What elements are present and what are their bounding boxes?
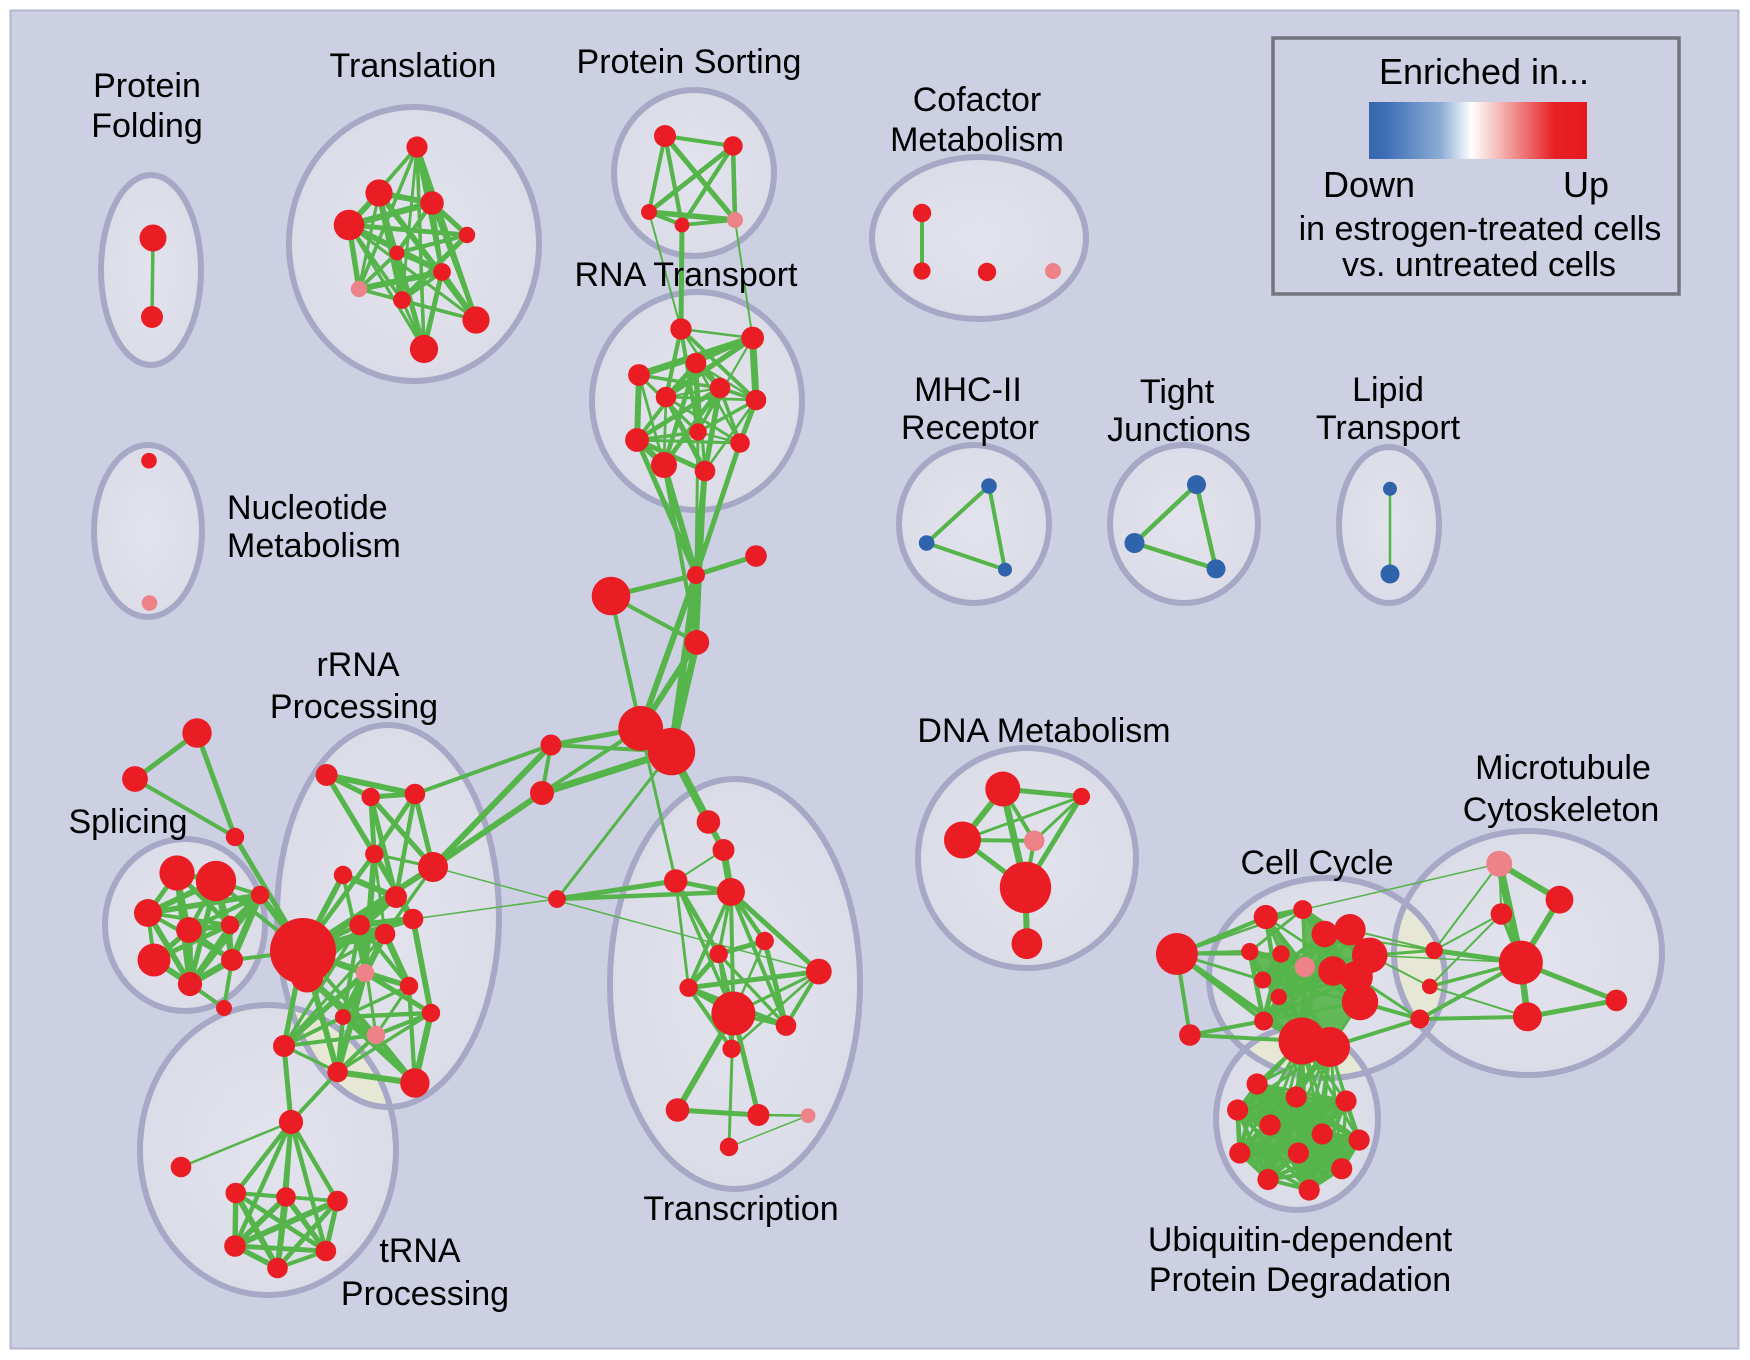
svg-text:Transcription: Transcription (643, 1190, 838, 1228)
svg-text:Lipid: Lipid (1352, 371, 1424, 409)
svg-text:Ubiquitin-dependent: Ubiquitin-dependent (1148, 1221, 1453, 1259)
svg-text:Down: Down (1323, 164, 1415, 205)
svg-text:Up: Up (1563, 164, 1609, 205)
svg-text:Enriched in...: Enriched in... (1379, 51, 1589, 92)
svg-text:Protein Sorting: Protein Sorting (577, 43, 802, 81)
svg-text:Cell Cycle: Cell Cycle (1240, 844, 1393, 882)
svg-text:Translation: Translation (330, 47, 497, 85)
svg-text:Metabolism: Metabolism (890, 121, 1064, 159)
svg-text:MHC-II: MHC-II (914, 371, 1022, 409)
svg-text:Cofactor: Cofactor (913, 81, 1042, 119)
svg-text:Microtubule: Microtubule (1475, 749, 1651, 787)
svg-text:Junctions: Junctions (1107, 411, 1251, 449)
svg-text:Transport: Transport (1316, 409, 1461, 447)
svg-text:Processing: Processing (270, 688, 438, 726)
svg-text:in estrogen-treated cells: in estrogen-treated cells (1299, 210, 1662, 248)
svg-text:Protein Degradation: Protein Degradation (1149, 1261, 1451, 1299)
svg-text:DNA Metabolism: DNA Metabolism (917, 712, 1170, 750)
svg-text:Metabolism: Metabolism (227, 527, 401, 565)
svg-text:Tight: Tight (1140, 373, 1215, 411)
svg-text:vs. untreated cells: vs. untreated cells (1342, 246, 1616, 284)
svg-text:Protein: Protein (93, 67, 201, 105)
svg-text:Splicing: Splicing (68, 803, 187, 841)
svg-text:tRNA: tRNA (379, 1232, 461, 1270)
svg-text:Nucleotide: Nucleotide (227, 489, 388, 527)
svg-text:rRNA: rRNA (316, 646, 399, 684)
svg-text:Cytoskeleton: Cytoskeleton (1463, 791, 1660, 829)
svg-text:Receptor: Receptor (901, 409, 1039, 447)
svg-text:Folding: Folding (91, 107, 203, 145)
svg-text:RNA Transport: RNA Transport (575, 256, 799, 294)
svg-text:Processing: Processing (341, 1275, 509, 1313)
